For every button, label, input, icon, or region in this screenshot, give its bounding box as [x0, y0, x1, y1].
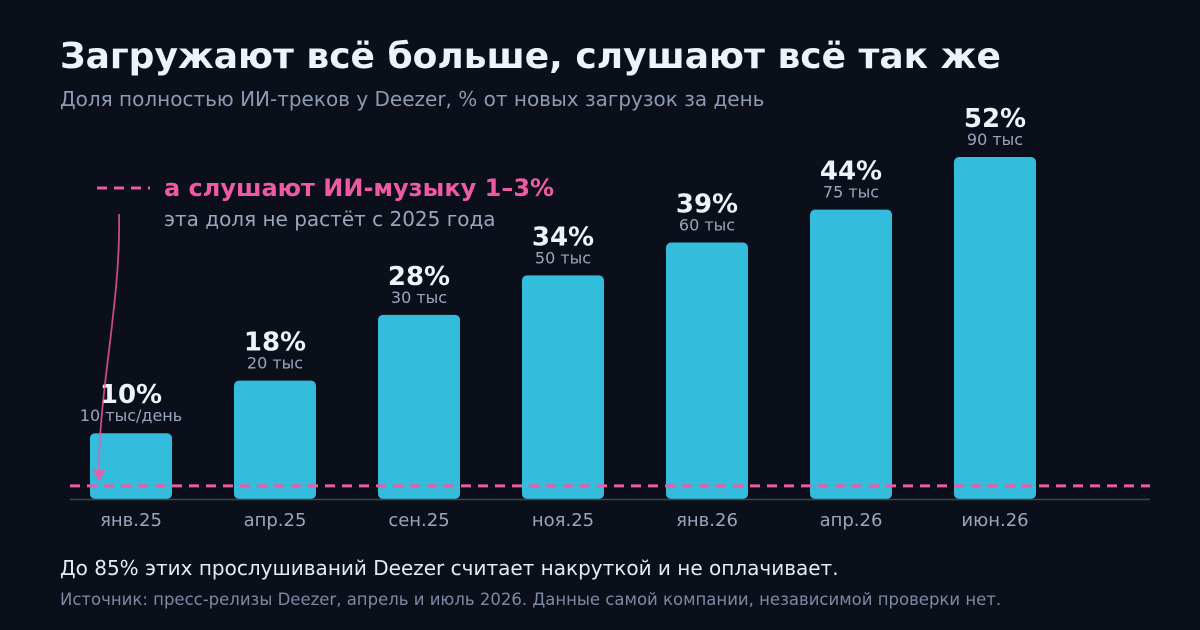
- x-tick-label: апр.25: [244, 510, 307, 531]
- sub-label: 90 тыс: [967, 130, 1023, 149]
- sub-label: 75 тыс: [823, 183, 879, 202]
- bar-ноя.25: [522, 275, 604, 499]
- annotation: а слушают ИИ-музыку 1–3% эта доля не рас…: [93, 174, 554, 482]
- x-tick-label: июн.26: [961, 510, 1028, 531]
- annotation-text: эта доля не растёт с 2025 года: [164, 207, 496, 231]
- chart-subtitle: Доля полностью ИИ-треков у Deezer, % от …: [60, 87, 765, 111]
- bar-янв.26: [666, 242, 748, 499]
- sub-label: 30 тыс: [391, 288, 447, 307]
- bar-апр.26: [810, 209, 892, 499]
- footer-note: До 85% этих прослушиваний Deezer считает…: [60, 556, 839, 580]
- x-tick-label: янв.26: [676, 510, 738, 531]
- x-tick-label: сен.25: [388, 510, 449, 531]
- sub-label: 20 тыс: [247, 354, 303, 373]
- bar-янв.25: [90, 433, 172, 499]
- annotation-arrowhead: [93, 470, 105, 482]
- value-label: 39%: [676, 190, 738, 220]
- x-tick-label: апр.26: [820, 510, 883, 531]
- value-label: 52%: [964, 104, 1026, 134]
- value-label: 34%: [532, 222, 594, 252]
- chart-title: Загружают всё больше, слушают всё так же: [60, 36, 1001, 77]
- annotation-arrow: [98, 213, 121, 471]
- value-label: 10%: [100, 380, 162, 410]
- value-label: 28%: [388, 262, 450, 292]
- bar-июн.26: [954, 157, 1036, 499]
- bar-апр.25: [234, 380, 316, 499]
- value-label: 44%: [820, 157, 882, 187]
- sub-label: 60 тыс: [679, 216, 735, 235]
- annotation-title: а слушают ИИ-музыку 1–3%: [164, 174, 554, 202]
- value-label: 18%: [244, 328, 306, 358]
- bars-layer: 10%10 тыс/день янв.25 18%20 тыс апр.25 28%30…: [80, 104, 1036, 531]
- footer-source: Источник: пресс-релизы Deezer, апрель и …: [60, 590, 1002, 609]
- sub-label: 50 тыс: [535, 248, 591, 267]
- bar-сен.25: [378, 314, 460, 499]
- x-tick-label: янв.25: [100, 510, 162, 531]
- x-tick-label: ноя.25: [532, 510, 594, 531]
- sub-label: 10 тыс/день: [80, 406, 182, 425]
